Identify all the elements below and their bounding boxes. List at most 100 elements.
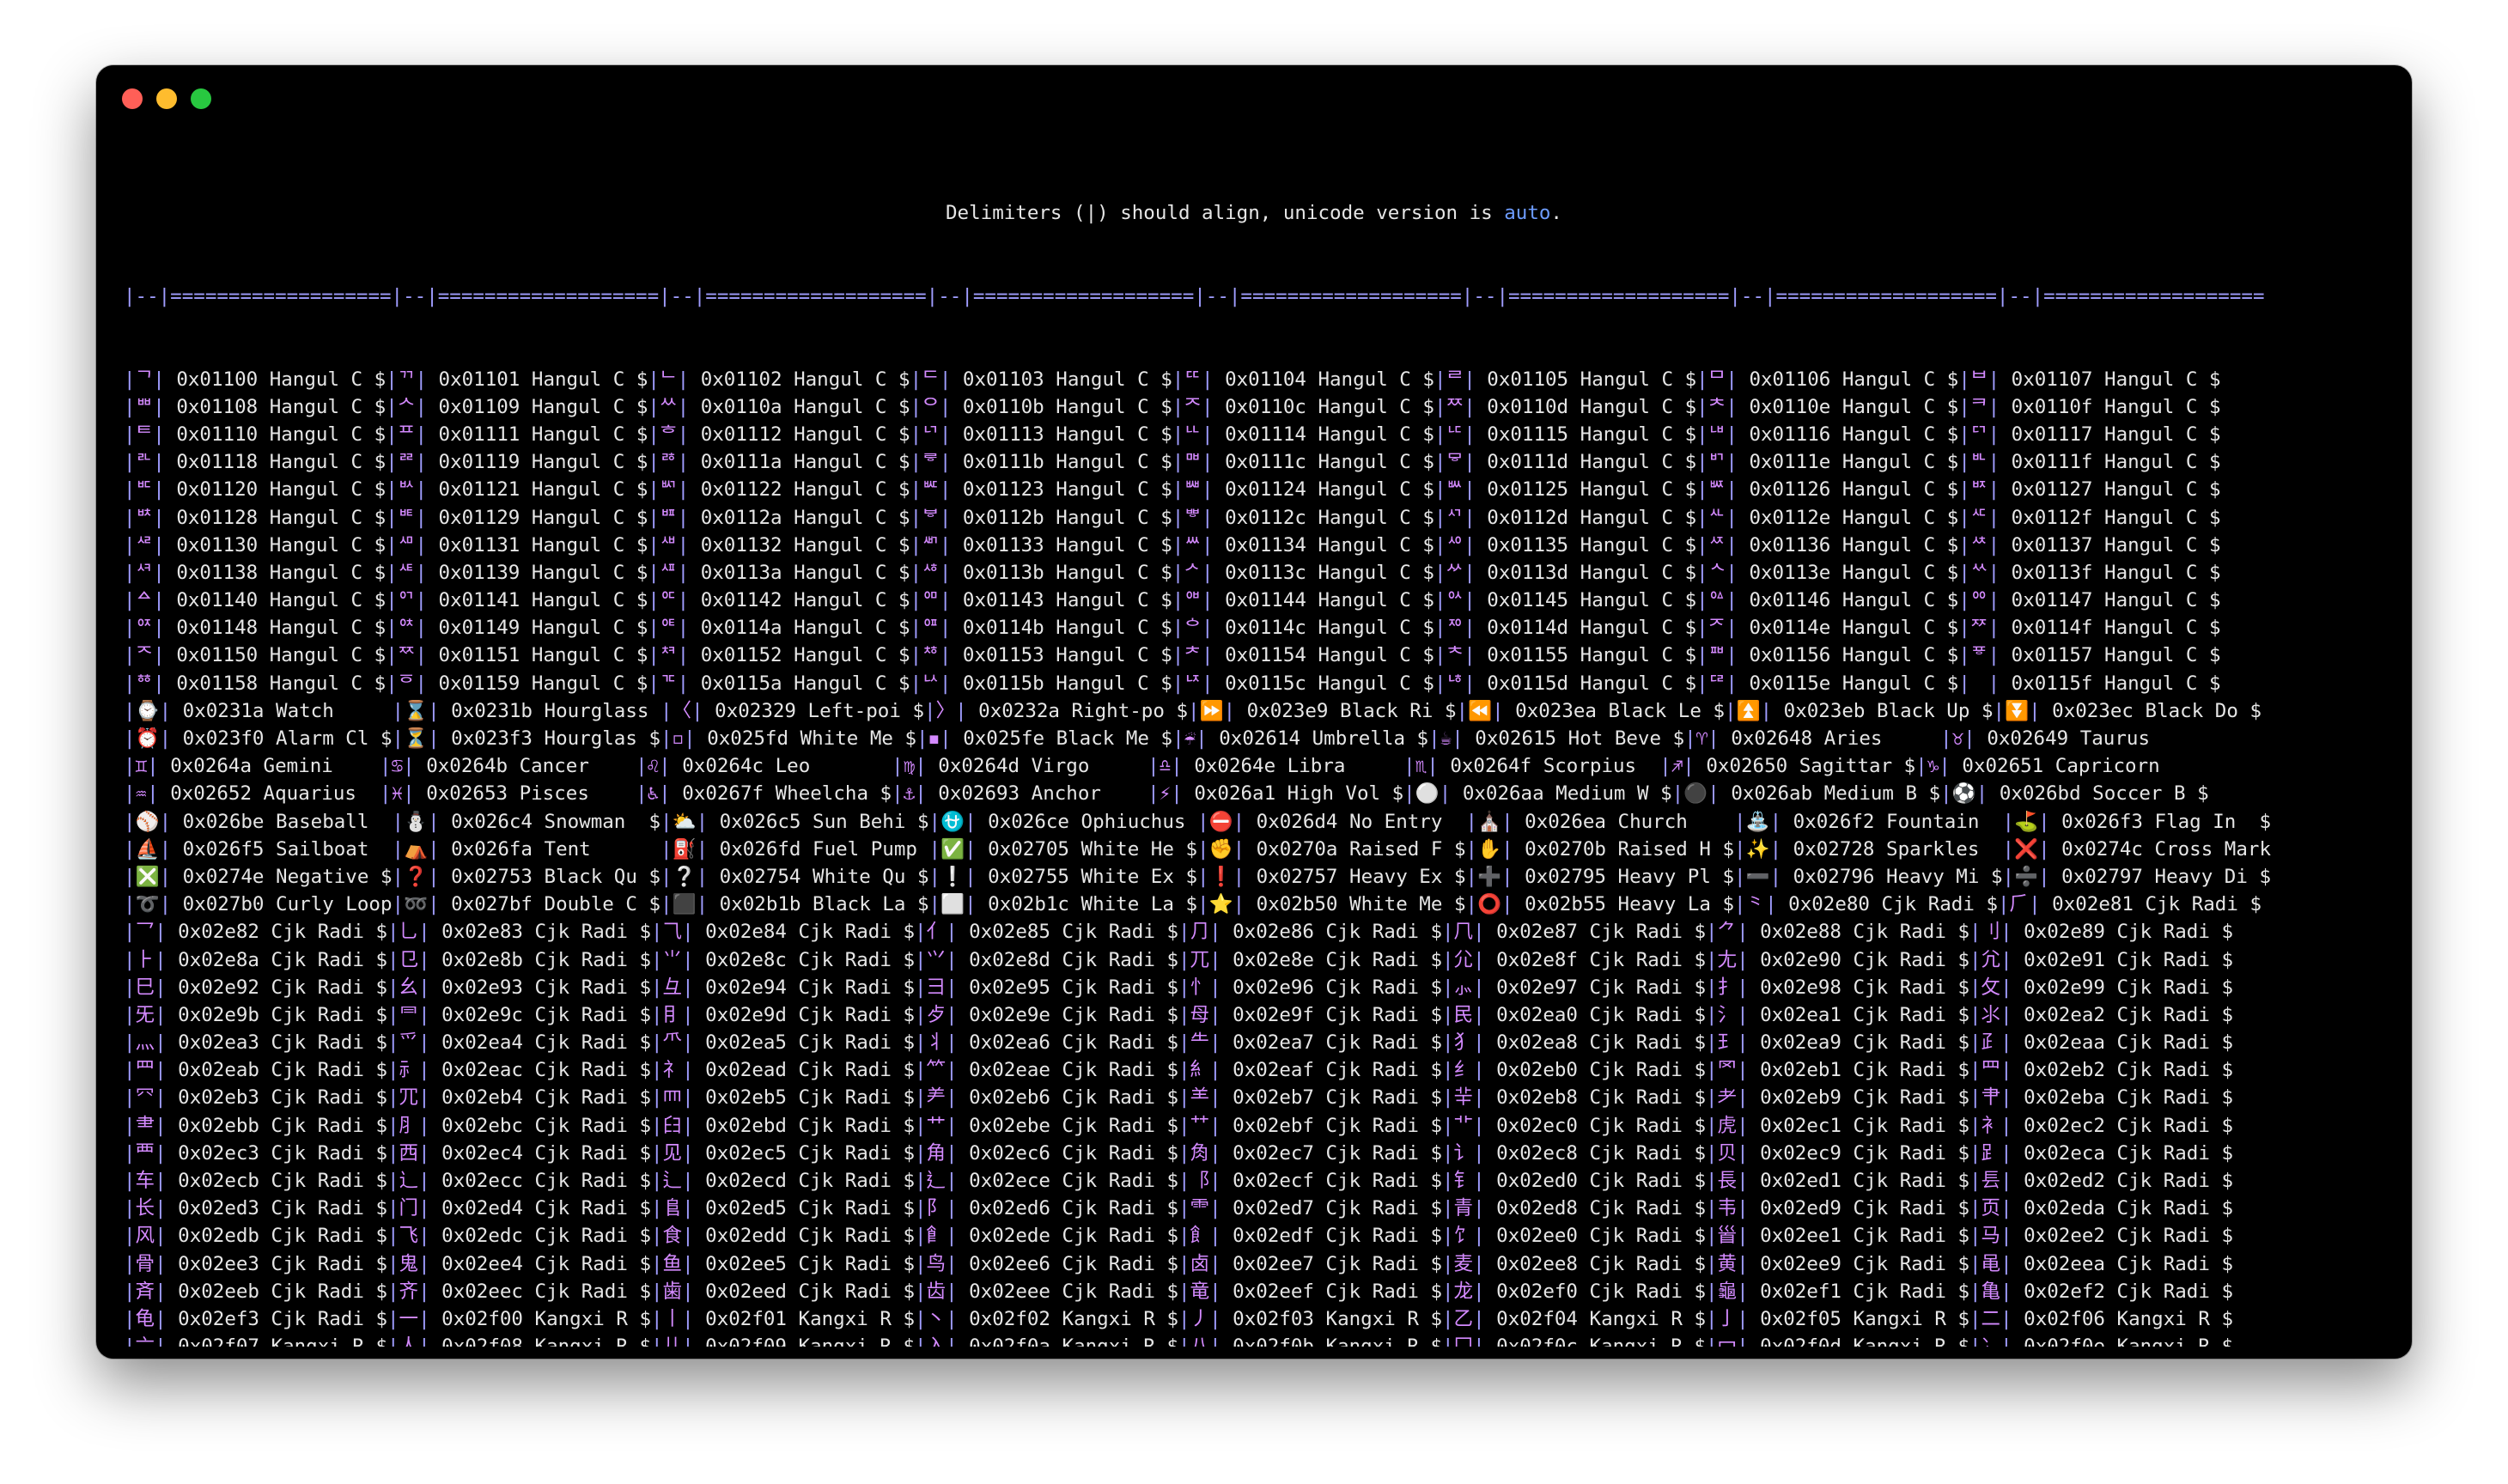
glyph-sample: ⚫ bbox=[1683, 782, 1708, 806]
glyph-sample: ⺩ bbox=[1717, 1031, 1738, 1055]
zoom-button[interactable] bbox=[191, 88, 211, 109]
column-delimiter: | bbox=[155, 1059, 179, 1082]
column-delimiter: | bbox=[1737, 1003, 1761, 1026]
glyph-sample: ᄴ bbox=[1184, 533, 1202, 556]
codepoint-label: 0x02ec1 Cjk Radi $ bbox=[1760, 1114, 1969, 1137]
column-delimiter: | bbox=[1473, 1335, 1496, 1347]
column-delimiter: | bbox=[682, 1059, 706, 1082]
glyph-sample: ᄗ bbox=[1969, 423, 1988, 446]
codepoint-label: 0x02ebe Cjk Radi $ bbox=[969, 1114, 1178, 1137]
column-delimiter: | bbox=[155, 1141, 179, 1165]
column-delimiter: | bbox=[2000, 1280, 2024, 1303]
column-delimiter: | bbox=[955, 699, 979, 722]
codepoint-label: 0x0113a Hangul C $ bbox=[700, 561, 910, 584]
terminal-output[interactable]: Delimiters (|) should align, unicode ver… bbox=[124, 144, 2384, 1347]
codepoint-label: 0x02757 Heavy Ex $ bbox=[1256, 865, 1466, 888]
glyph-sample: ⺲ bbox=[1981, 1059, 2001, 1082]
glyph-sample: ⼇ bbox=[136, 1335, 155, 1347]
codepoint-label: 0x023ec Black Do $ bbox=[2052, 699, 2261, 722]
codepoint-label: 0x026ea Church bbox=[1525, 810, 1734, 833]
glyph-sample: ⺜ bbox=[399, 1003, 419, 1026]
column-delimiter: | bbox=[1172, 368, 1184, 391]
column-delimiter: | bbox=[159, 865, 183, 888]
close-button[interactable] bbox=[122, 88, 143, 109]
codepoint-label: 0x02eef Cjk Radi $ bbox=[1233, 1280, 1442, 1303]
glyph-sample: ⺕ bbox=[926, 976, 947, 999]
column-delimiter: | bbox=[386, 617, 398, 640]
column-delimiter: | bbox=[153, 395, 177, 418]
column-delimiter: | bbox=[1769, 810, 1793, 833]
glyph-sample: ⺳ bbox=[135, 1086, 155, 1110]
heading-prefix: Delimiters (|) should align, unicode ver… bbox=[946, 202, 1505, 225]
column-delimiter: | bbox=[386, 368, 398, 391]
codepoint-label: 0x02edf Cjk Radi $ bbox=[1233, 1225, 1442, 1248]
table-row: |ᄐ| 0x01110 Hangul C $|ᄑ| 0x01111 Hangul… bbox=[124, 421, 2384, 448]
glyph-sample: ⺷ bbox=[1190, 1086, 1210, 1110]
column-delimiter: | bbox=[1696, 368, 1708, 391]
glyph-sample: ⻤ bbox=[399, 1252, 419, 1275]
glyph-sample: ⏰ bbox=[135, 727, 160, 751]
column-delimiter: | bbox=[660, 865, 673, 888]
column-delimiter: | bbox=[915, 1031, 927, 1055]
glyph-sample: 〉 bbox=[935, 699, 956, 722]
column-delimiter: | bbox=[1464, 589, 1488, 612]
column-delimiter: | bbox=[946, 1307, 970, 1330]
column-delimiter: | bbox=[677, 561, 701, 584]
glyph-sample: ⺟ bbox=[1190, 1003, 1210, 1026]
glyph-sample: ⻭ bbox=[662, 1280, 683, 1303]
column-delimiter: | bbox=[387, 921, 399, 944]
column-delimiter: | bbox=[1940, 727, 1952, 751]
column-delimiter: | bbox=[1988, 423, 2012, 446]
column-delimiter: | bbox=[1473, 1252, 1497, 1275]
column-delimiter: | bbox=[1988, 561, 2012, 584]
column-delimiter: | bbox=[1465, 893, 1478, 916]
codepoint-label: 0x01128 Hangul C $ bbox=[176, 506, 387, 529]
codepoint-label: 0x02614 Umbrella $ bbox=[1219, 727, 1429, 751]
minimize-button[interactable] bbox=[156, 88, 177, 109]
glyph-sample: ᄅ bbox=[1446, 368, 1464, 391]
column-delimiter: | bbox=[1209, 1225, 1233, 1248]
column-delimiter: | bbox=[1671, 782, 1684, 806]
column-delimiter: | bbox=[387, 1031, 399, 1055]
column-delimiter: | bbox=[415, 672, 439, 695]
codepoint-label: 0x02b50 White Me $ bbox=[1256, 893, 1466, 916]
column-delimiter: | bbox=[1706, 1114, 1718, 1137]
glyph-sample: ⻍ bbox=[662, 1170, 683, 1193]
column-delimiter: | bbox=[636, 782, 648, 806]
glyph-sample: ⻀ bbox=[1453, 1114, 1474, 1137]
column-delimiter: | bbox=[648, 451, 660, 474]
column-delimiter: | bbox=[124, 478, 136, 502]
column-delimiter: | bbox=[1975, 782, 2000, 806]
column-delimiter: | bbox=[928, 837, 941, 861]
column-delimiter: | bbox=[1969, 1059, 1981, 1082]
codepoint-label: 0x02b1b Black La $ bbox=[719, 893, 929, 916]
glyph-sample: ⺞ bbox=[926, 1003, 947, 1026]
column-delimiter: | bbox=[386, 423, 398, 446]
codepoint-label: 0x01106 Hangul C $ bbox=[1749, 368, 1959, 391]
codepoint-label: 0x02ea3 Cjk Radi $ bbox=[178, 1031, 387, 1055]
column-delimiter: | bbox=[1202, 478, 1226, 502]
glyph-sample: ✋ bbox=[1477, 837, 1502, 861]
glyph-sample: ⺋ bbox=[399, 948, 419, 971]
table-row: |⻃| 0x02ec3 Cjk Radi $|⻄| 0x02ec4 Cjk Ra… bbox=[124, 1140, 2384, 1167]
table-row: |⺂| 0x02e82 Cjk Radi $|⺃| 0x02e83 Cjk Ra… bbox=[124, 918, 2384, 946]
column-delimiter: | bbox=[892, 755, 904, 778]
column-delimiter: | bbox=[415, 589, 439, 612]
codepoint-label: 0x02f01 Kangxi R $ bbox=[705, 1307, 915, 1330]
column-delimiter: | bbox=[1434, 617, 1446, 640]
codepoint-label: 0x02e8d Cjk Radi $ bbox=[969, 948, 1178, 971]
column-delimiter: | bbox=[892, 782, 904, 806]
codepoint-label: 0x01111 Hangul C $ bbox=[438, 423, 648, 446]
codepoint-label: 0x02eec Cjk Radi $ bbox=[441, 1280, 651, 1303]
codepoint-label: 0x02ebd Cjk Radi $ bbox=[705, 1114, 915, 1137]
column-delimiter: | bbox=[1442, 1252, 1454, 1275]
codepoint-label: 0x02eb5 Cjk Radi $ bbox=[705, 1086, 915, 1110]
glyph-sample: ⺠ bbox=[1453, 1003, 1474, 1026]
glyph-sample: ⺣ bbox=[135, 1031, 155, 1055]
column-delimiter: | bbox=[915, 921, 927, 944]
column-delimiter: | bbox=[1434, 451, 1446, 474]
column-delimiter: | bbox=[1209, 1141, 1233, 1165]
column-delimiter: | bbox=[1434, 589, 1446, 612]
codepoint-label: 0x0112e Hangul C $ bbox=[1749, 506, 1959, 529]
glyph-sample: ⛪ bbox=[1477, 810, 1502, 833]
